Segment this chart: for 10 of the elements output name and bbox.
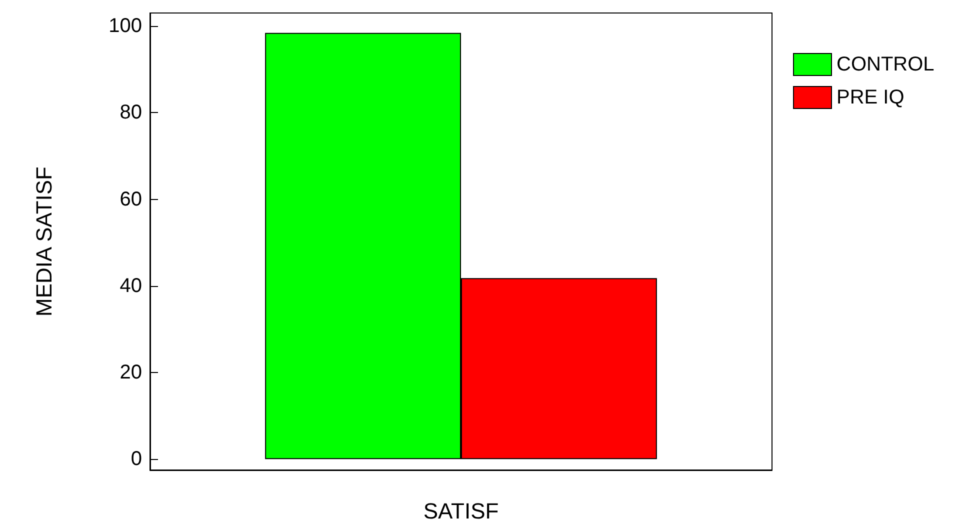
legend-label: PRE IQ xyxy=(836,86,904,108)
y-tick-label: 60 xyxy=(120,188,142,210)
y-tick-label: 40 xyxy=(120,274,142,297)
legend-label: CONTROL xyxy=(836,54,934,76)
y-tick-label: 0 xyxy=(130,448,142,470)
y-axis-title: MEDIA SATISF xyxy=(32,166,56,316)
y-tick-label: 80 xyxy=(120,102,142,124)
y-tick-label: 100 xyxy=(108,14,142,37)
y-tick-label: 20 xyxy=(120,362,142,384)
x-axis-title: SATISF xyxy=(423,498,499,524)
